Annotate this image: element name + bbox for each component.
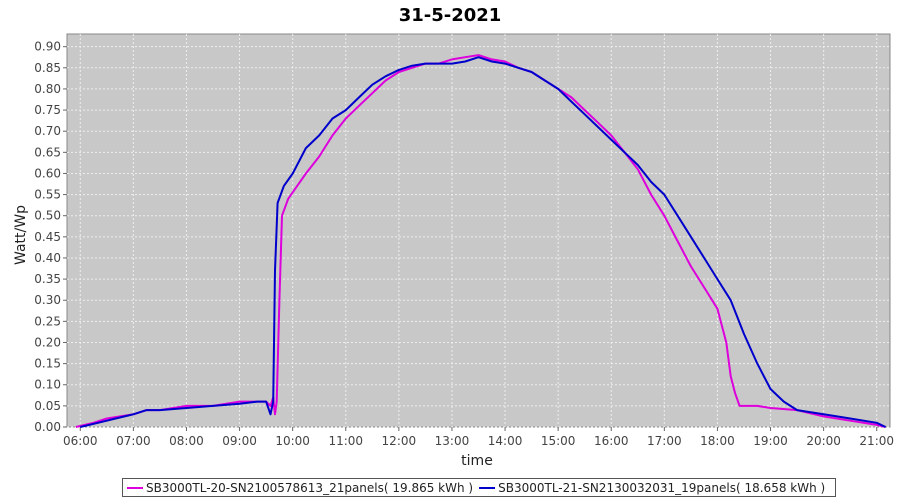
x-tick-label: 12:00 [382, 434, 417, 448]
series-line-2 [80, 56, 887, 428]
x-tick-label: 06:00 [63, 434, 98, 448]
series-layer [75, 54, 887, 428]
y-tick-label: 0.10 [34, 378, 61, 392]
y-tick-label: 0.80 [34, 82, 61, 96]
y-tick-label: 0.15 [34, 357, 61, 371]
y-tick-label: 0.50 [34, 209, 61, 223]
x-tick-label: 11:00 [328, 434, 363, 448]
y-tick-label: 0.55 [34, 188, 61, 202]
x-tick-label: 10:00 [275, 434, 310, 448]
plot-area [66, 33, 891, 428]
x-tick-label: 20:00 [806, 434, 841, 448]
x-tick-label: 18:00 [700, 434, 735, 448]
y-tick-label: 0.25 [34, 314, 61, 328]
y-tick-label: 0.35 [34, 272, 61, 286]
y-tick-label: 0.60 [34, 166, 61, 180]
x-tick-label: 14:00 [488, 434, 523, 448]
x-tick-label: 09:00 [222, 434, 257, 448]
legend-item-series-2: SB3000TL-21-SN2130032031_19panels( 18.65… [479, 481, 825, 495]
y-tick-label: 0.30 [34, 293, 61, 307]
legend-swatch-series-2 [479, 486, 496, 489]
legend-item-series-1: SB3000TL-20-SN2100578613_21panels( 19.86… [127, 481, 473, 495]
y-axis-label: Watt/Wp [13, 205, 29, 265]
grid-lines [67, 34, 890, 428]
y-tick-label: 0.90 [34, 40, 61, 54]
legend-swatch-series-1 [127, 486, 143, 489]
legend-label-series-1: SB3000TL-20-SN2100578613_21panels( 19.86… [146, 480, 474, 495]
x-tick-label: 16:00 [594, 434, 629, 448]
x-axis-label: time [461, 453, 493, 469]
y-tick-label: 0.70 [34, 124, 61, 138]
axes: 0.00 0.05 0.10 0.15 0.20 0.25 0.30 0.35 0.40 0.45… [34, 40, 894, 448]
x-tick-label: 15:00 [541, 434, 576, 448]
y-tick-label: 0.45 [34, 230, 61, 244]
x-tick-label: 19:00 [753, 434, 788, 448]
x-tick-label: 17:00 [647, 434, 682, 448]
x-tick-label: 07:00 [116, 434, 151, 448]
legend-label-series-2: SB3000TL-21-SN2130032031_19panels( 18.65… [498, 480, 826, 495]
legend: SB3000TL-20-SN2100578613_21panels( 19.86… [122, 478, 837, 497]
y-tick-label: 0.75 [34, 103, 61, 117]
y-tick-label: 0.00 [34, 420, 61, 434]
y-tick-label: 0.20 [34, 335, 61, 349]
x-tick-label: 08:00 [169, 434, 204, 448]
y-tick-label: 0.65 [34, 145, 61, 159]
x-tick-label: 21:00 [859, 434, 894, 448]
y-tick-label: 0.05 [34, 399, 61, 413]
y-tick-label: 0.40 [34, 251, 61, 265]
x-tick-label: 13:00 [435, 434, 470, 448]
chart-title: 31-5-2021 [399, 5, 502, 26]
y-tick-label: 0.85 [34, 61, 61, 75]
